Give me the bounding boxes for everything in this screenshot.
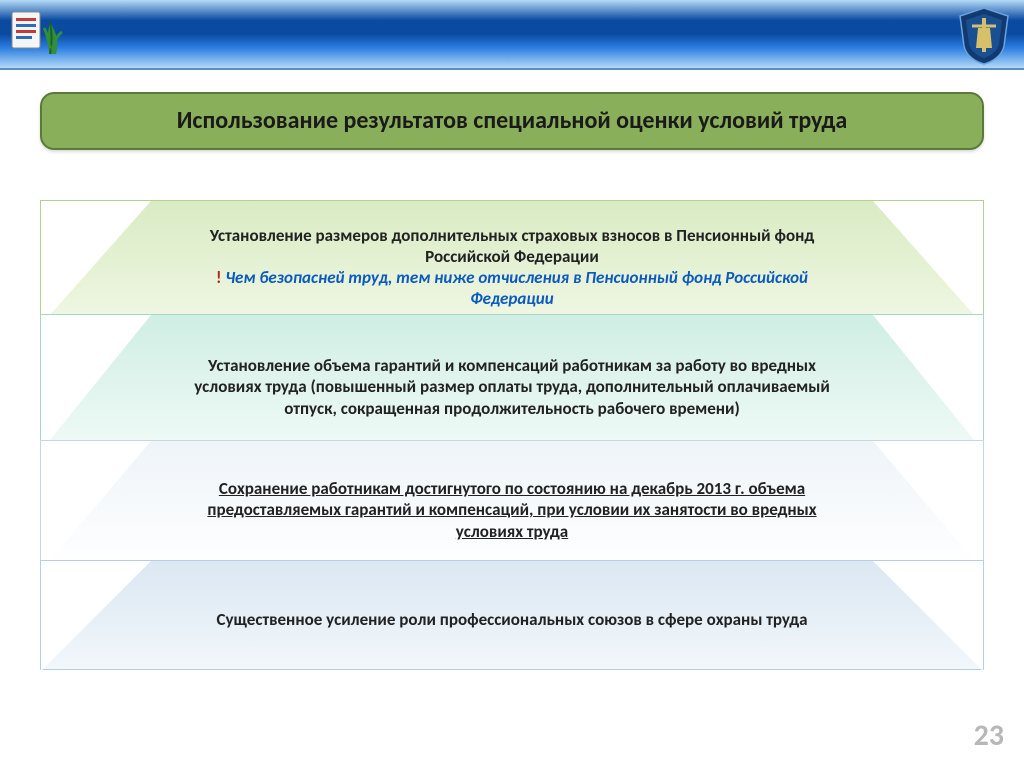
title-box: Использование результатов специальной оц…	[40, 92, 984, 150]
header-banner	[0, 0, 1024, 70]
layer-4: Существенное усиление роли профессиональ…	[40, 560, 984, 670]
layer-3: Сохранение работникам достигнутого по со…	[40, 440, 984, 570]
layer-1-emphasis: Чем безопасней труд, тем ниже отчисления…	[222, 267, 809, 309]
layer-2: Установление объема гарантий и компенсац…	[40, 314, 984, 450]
slide-title: Использование результатов специальной оц…	[177, 106, 848, 135]
union-logo-icon	[8, 4, 72, 68]
layer-2-text: Установление объема гарантий и компенсац…	[192, 355, 832, 419]
layer-3-text: Сохранение работникам достигнутого по со…	[192, 478, 832, 542]
layer-1: Установление размеров дополнительных стр…	[40, 200, 984, 324]
page-number: 23	[974, 717, 1004, 754]
slide: Использование результатов специальной оц…	[0, 0, 1024, 768]
layer-1-text: Установление размеров дополнительных стр…	[192, 225, 832, 268]
shield-logo-icon	[952, 4, 1016, 68]
layer-4-text: Существенное усиление роли профессиональ…	[216, 609, 807, 630]
